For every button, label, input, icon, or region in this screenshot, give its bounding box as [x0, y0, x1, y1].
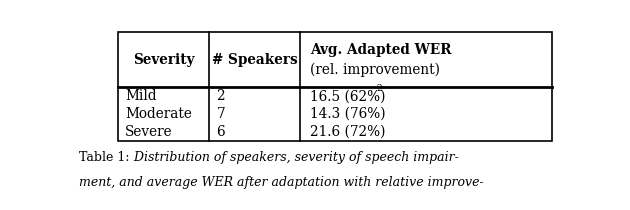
Text: ment, and average WER after adaptation with relative improve-: ment, and average WER after adaptation w… — [79, 176, 483, 189]
Text: 2: 2 — [376, 84, 382, 93]
Text: Moderate: Moderate — [125, 107, 192, 121]
Text: Avg. Adapted WER: Avg. Adapted WER — [310, 43, 452, 57]
Text: Table 1:: Table 1: — [79, 151, 129, 164]
Text: Mild: Mild — [125, 89, 157, 103]
Text: 6: 6 — [216, 125, 225, 139]
Text: 2: 2 — [216, 89, 225, 103]
Text: (rel. improvement): (rel. improvement) — [310, 63, 440, 77]
Text: Severity: Severity — [133, 53, 194, 67]
Text: 7: 7 — [216, 107, 225, 121]
Text: Distribution of speakers, severity of speech impair-: Distribution of speakers, severity of sp… — [130, 151, 459, 164]
Text: 21.6 (72%): 21.6 (72%) — [310, 125, 386, 139]
Text: 16.5 (62%): 16.5 (62%) — [310, 89, 386, 103]
Text: # Speakers: # Speakers — [212, 53, 297, 67]
Text: Severe: Severe — [125, 125, 173, 139]
Text: 14.3 (76%): 14.3 (76%) — [310, 107, 386, 121]
